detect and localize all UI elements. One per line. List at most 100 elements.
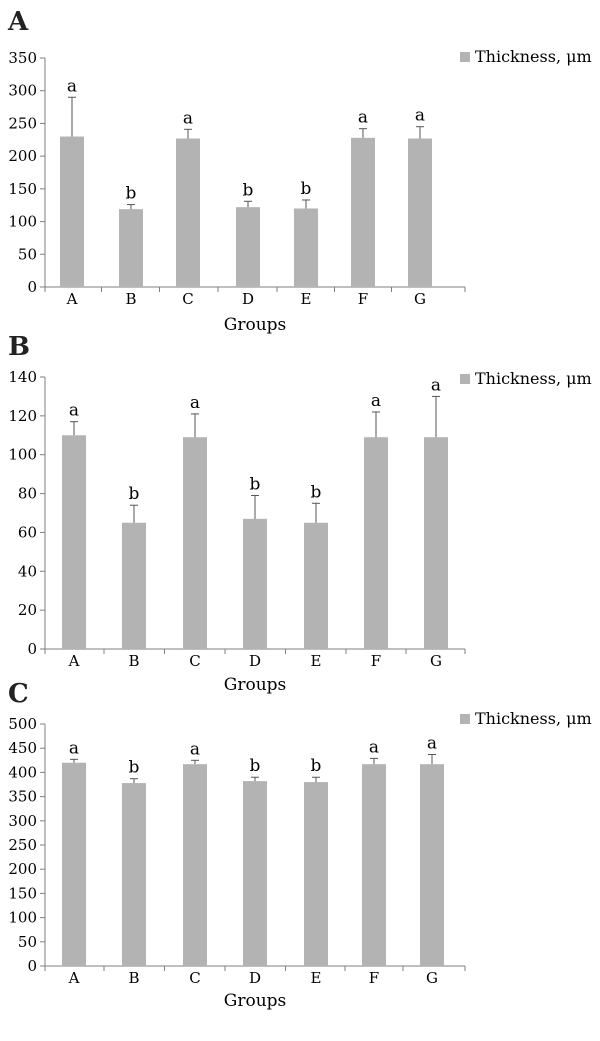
x-tick-label: B [128, 969, 139, 987]
x-tick-label: F [369, 969, 379, 987]
bar-g [420, 764, 444, 966]
chart-panel-a: A 0 50 100 150 200 250 300 350 a Ab Ba Cb Db Ea Fa G Grou… [7, 7, 592, 335]
bar-f [351, 137, 375, 287]
bar-e [304, 782, 328, 966]
legend: Thickness, μm [460, 369, 592, 388]
x-axis-title: Groups [224, 991, 287, 1011]
y-tick-label: 80 [18, 485, 37, 503]
y-tick-label: 300 [8, 812, 37, 830]
y-tick-label: 150 [8, 180, 37, 198]
x-tick-label: E [311, 969, 322, 987]
x-tick-label: A [68, 969, 80, 987]
significance-label: b [129, 758, 140, 778]
y-tick-label: 350 [8, 49, 37, 67]
y-tick-label: 300 [8, 82, 37, 100]
bar-d [236, 207, 260, 287]
y-tick-label: 250 [8, 836, 37, 854]
significance-label: b [301, 179, 312, 199]
y-tick-label: 50 [18, 933, 37, 951]
x-axis-title: Groups [224, 315, 287, 335]
significance-label: b [311, 756, 322, 776]
legend: Thickness, μm [460, 709, 592, 728]
bar-c [183, 437, 207, 649]
significance-label: b [250, 475, 261, 495]
significance-label: b [126, 184, 137, 204]
x-tick-label: E [301, 290, 312, 308]
y-tick-label: 60 [18, 523, 37, 541]
legend-label: Thickness, μm [475, 369, 592, 388]
significance-label: a [415, 106, 425, 126]
bar-c [183, 764, 207, 966]
x-tick-label: D [249, 652, 261, 670]
y-tick-label: 0 [27, 957, 37, 975]
significance-label: a [69, 401, 79, 421]
bar-f [364, 437, 388, 649]
bar-g [424, 437, 448, 649]
y-tick-label: 140 [8, 368, 37, 386]
y-tick-label: 200 [8, 860, 37, 878]
bar-b [122, 783, 146, 966]
bar-a [60, 136, 84, 287]
significance-label: b [311, 482, 322, 502]
panel-label: B [8, 332, 30, 362]
bar-e [304, 522, 328, 649]
legend-label: Thickness, μm [475, 47, 592, 66]
panel-label: A [7, 7, 29, 37]
significance-label: a [369, 737, 379, 757]
y-tick-label: 100 [8, 446, 37, 464]
y-tick-label: 400 [8, 763, 37, 781]
significance-label: a [69, 738, 79, 758]
chart-panel-b: B 0 20 40 60 80 100 120 140 a Ab Ba Cb Db Ea Fa G Groups T… [8, 332, 592, 695]
legend: Thickness, μm [460, 47, 592, 66]
significance-label: a [358, 108, 368, 128]
x-tick-label: F [358, 290, 368, 308]
bar-d [243, 518, 267, 649]
significance-label: a [183, 108, 193, 128]
panel-label: C [8, 679, 29, 709]
legend-swatch [460, 374, 470, 384]
x-axis-title: Groups [224, 675, 287, 695]
y-tick-label: 20 [18, 601, 37, 619]
significance-label: a [190, 393, 200, 413]
bar-g [408, 138, 432, 287]
significance-label: a [190, 739, 200, 759]
significance-label: a [371, 391, 381, 411]
significance-label: a [427, 733, 437, 753]
y-tick-label: 0 [27, 640, 37, 658]
y-tick-label: 100 [8, 909, 37, 927]
x-tick-label: C [189, 652, 200, 670]
chart-panel-c: C 0 50 100 150 200 250 300 350 400 450 500 a Ab Ba Cb Db… [8, 679, 592, 1011]
y-tick-label: 40 [18, 562, 37, 580]
x-tick-label: C [182, 290, 193, 308]
legend-swatch [460, 714, 470, 724]
bar-a [62, 435, 86, 649]
x-tick-label: E [311, 652, 322, 670]
bar-b [122, 522, 146, 649]
y-tick-label: 50 [18, 245, 37, 263]
bar-e [294, 208, 318, 287]
y-tick-label: 350 [8, 788, 37, 806]
y-tick-label: 450 [8, 739, 37, 757]
y-tick-label: 150 [8, 884, 37, 902]
y-tick-label: 100 [8, 213, 37, 231]
x-tick-label: G [430, 652, 442, 670]
y-tick-label: 200 [8, 147, 37, 165]
x-tick-label: G [426, 969, 438, 987]
legend-swatch [460, 52, 470, 62]
x-tick-label: G [414, 290, 426, 308]
bar-a [62, 762, 86, 966]
bar-b [119, 209, 143, 287]
legend-label: Thickness, μm [475, 709, 592, 728]
x-tick-label: A [68, 652, 80, 670]
x-tick-label: D [242, 290, 254, 308]
x-tick-label: B [128, 652, 139, 670]
x-tick-label: A [66, 290, 78, 308]
x-tick-label: F [371, 652, 381, 670]
bar-d [243, 781, 267, 966]
significance-label: b [250, 756, 261, 776]
y-tick-label: 0 [27, 278, 37, 296]
x-tick-label: B [125, 290, 136, 308]
y-tick-label: 120 [8, 407, 37, 425]
significance-label: b [243, 180, 254, 200]
